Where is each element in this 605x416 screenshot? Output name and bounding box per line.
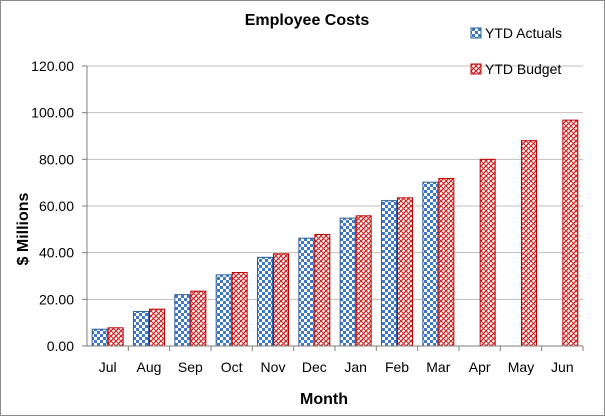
- y-axis-label: $ Millions: [15, 192, 32, 265]
- x-tick-label: Feb: [385, 359, 409, 375]
- y-tick-label: 100.00: [31, 105, 74, 121]
- y-tick-label: 0.00: [47, 338, 74, 354]
- y-tick-label: 20.00: [39, 291, 74, 307]
- bar-ytd-budget: [438, 177, 455, 347]
- bar-ytd-budget: [479, 158, 496, 347]
- bar-ytd-budget: [190, 290, 207, 347]
- bar-ytd-actuals: [91, 328, 108, 347]
- x-tick-label: Nov: [261, 359, 286, 375]
- bar-ytd-budget: [107, 327, 124, 347]
- x-tick-label: Jan: [344, 359, 367, 375]
- axes: [82, 65, 584, 351]
- bar-ytd-budget: [397, 197, 413, 347]
- bar-ytd-actuals: [381, 200, 397, 347]
- bar-ytd-budget: [273, 253, 289, 347]
- legend-label-ytd-budget: YTD Budget: [485, 61, 561, 77]
- y-tick-label: 60.00: [39, 198, 74, 214]
- legend: YTD Actuals YTD Budget: [470, 25, 562, 77]
- x-tick-label: Mar: [426, 359, 450, 375]
- gridlines: [87, 65, 583, 300]
- bar-ytd-budget: [314, 233, 331, 347]
- x-tick-label: Oct: [221, 359, 243, 375]
- bar-ytd-actuals: [339, 217, 356, 347]
- bar-ytd-budget: [231, 272, 248, 347]
- bar-ytd-actuals: [133, 310, 149, 347]
- x-tick-label: Aug: [137, 359, 162, 375]
- y-tick-label: 80.00: [39, 151, 74, 167]
- bar-ytd-budget: [355, 215, 372, 347]
- bar-ytd-budget: [521, 140, 537, 347]
- x-axis-label: Month: [300, 391, 348, 408]
- x-tick-label: Dec: [302, 359, 327, 375]
- bar-ytd-actuals: [215, 274, 232, 347]
- legend-swatch-ytd-budget: [470, 63, 482, 75]
- y-tick-labels: 0.00 20.00 40.00 60.00 80.00 100.00 120.00: [31, 58, 74, 354]
- x-tick-label: May: [508, 359, 534, 375]
- bar-ytd-actuals: [257, 256, 273, 347]
- x-tick-labels: Jul Aug Sep Oct Nov Dec Jan Feb Mar Apr May Jun: [99, 359, 574, 375]
- y-tick-label: 40.00: [39, 245, 74, 261]
- legend-swatch-ytd-actuals: [470, 27, 482, 39]
- bars: [91, 119, 579, 347]
- x-tick-label: Jul: [99, 359, 117, 375]
- bar-ytd-budget: [149, 308, 165, 347]
- x-tick-label: Sep: [178, 359, 203, 375]
- bar-ytd-actuals: [298, 237, 315, 347]
- chart-title: Employee Costs: [245, 12, 370, 29]
- x-tick-label: Apr: [469, 359, 491, 375]
- legend-label-ytd-actuals: YTD Actuals: [485, 25, 562, 41]
- bar-ytd-budget: [562, 119, 579, 347]
- x-tick-label: Jun: [551, 359, 574, 375]
- bar-ytd-actuals: [174, 294, 191, 347]
- bar-ytd-actuals: [422, 181, 439, 347]
- y-tick-label: 120.00: [31, 58, 74, 74]
